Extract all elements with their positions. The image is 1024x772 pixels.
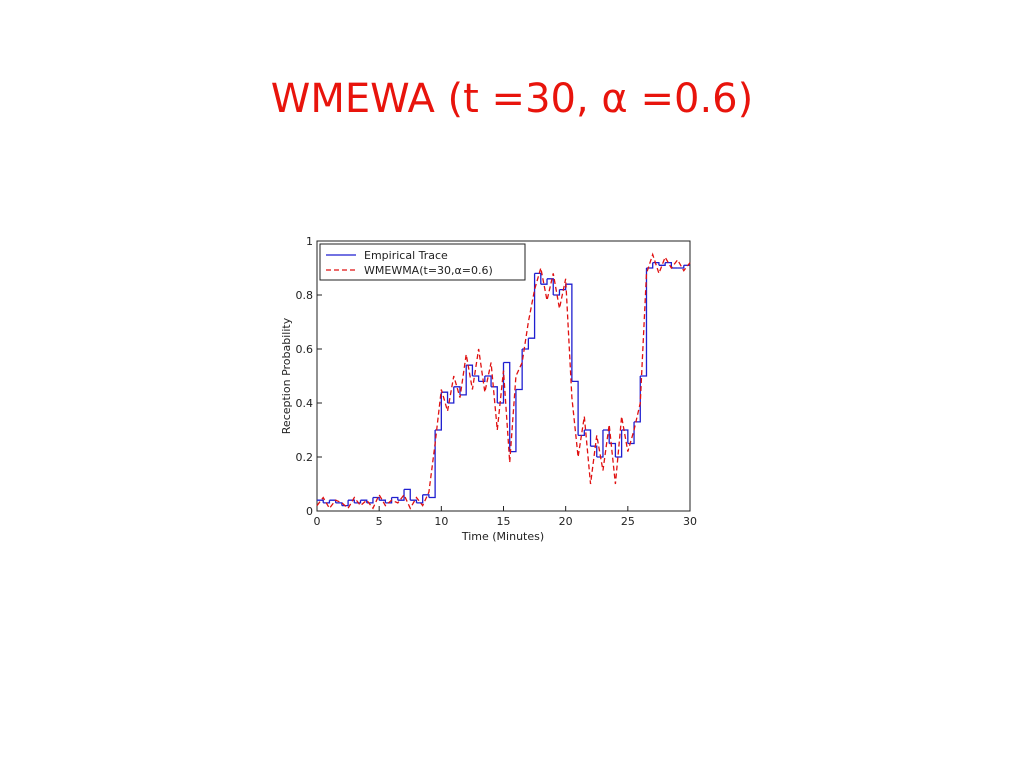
step-segment	[459, 365, 467, 396]
step-segment	[534, 272, 542, 285]
step-segment	[640, 268, 648, 377]
step-segment	[596, 430, 604, 458]
x-tick-label: 15	[497, 515, 511, 528]
x-tick-label: 0	[314, 515, 321, 528]
x-axis-label: Time (Minutes)	[461, 530, 544, 543]
step-line	[317, 261, 690, 507]
step-segment	[547, 278, 554, 295]
step-segment	[385, 497, 393, 504]
x-tick-label: 25	[621, 515, 635, 528]
step-segment	[634, 376, 641, 423]
step-segment	[553, 289, 561, 296]
step-segment	[360, 499, 368, 503]
step-segment	[665, 261, 672, 268]
step-segment	[341, 500, 349, 507]
step-segment	[397, 489, 405, 501]
step-segment	[571, 380, 579, 436]
y-tick-label: 0.2	[296, 451, 314, 464]
legend-box	[319, 243, 526, 281]
step-segment	[472, 375, 480, 382]
y-axis-label: Reception Probability	[280, 317, 293, 434]
step-segment	[602, 429, 610, 444]
step-segment	[354, 500, 362, 504]
step-segment	[540, 278, 548, 285]
y-tick-label: 0.6	[296, 343, 314, 356]
step-segment	[422, 494, 430, 498]
step-segment	[559, 284, 567, 291]
y-tick-label: 0	[306, 505, 313, 518]
legend-label: Empirical Trace	[364, 249, 448, 262]
step-segment	[578, 430, 585, 437]
step-segment	[391, 496, 399, 501]
step-segment	[317, 499, 324, 503]
y-tick-label: 0.4	[296, 397, 314, 410]
x-tick-label: 10	[434, 515, 448, 528]
step-segment	[453, 386, 461, 395]
slide-title: WMEWA (t =30, α =0.6)	[271, 76, 753, 122]
step-segment	[348, 499, 355, 503]
step-segment	[484, 375, 492, 387]
step-segment	[515, 349, 523, 391]
step-segment	[565, 283, 573, 382]
step-segment	[329, 499, 337, 503]
x-tick-label: 5	[376, 515, 383, 528]
dashed-line	[316, 252, 691, 510]
step-segment	[627, 421, 635, 445]
legend-label: WMEWMA(t=30,α=0.6)	[364, 264, 493, 277]
step-segment	[503, 361, 511, 452]
step-segment	[509, 389, 517, 453]
step-segment	[410, 499, 418, 503]
step-segment	[379, 499, 387, 503]
step-segment	[323, 500, 331, 504]
step-segment	[615, 430, 623, 458]
y-tick-label: 0.8	[296, 289, 314, 302]
step-segment	[416, 494, 424, 504]
step-segment	[584, 429, 592, 447]
step-segment	[478, 376, 486, 383]
x-tick-label: 30	[683, 515, 697, 528]
y-tick-label: 1	[306, 235, 313, 248]
step-segment	[372, 496, 380, 501]
x-tick-label: 20	[559, 515, 573, 528]
step-segment	[590, 445, 598, 457]
step-segment	[335, 502, 343, 506]
step-segment	[677, 265, 685, 269]
step-segment	[404, 488, 411, 501]
step-segment	[528, 273, 536, 339]
step-segment	[428, 430, 436, 499]
step-segment	[658, 262, 666, 266]
step-segment	[441, 391, 449, 403]
